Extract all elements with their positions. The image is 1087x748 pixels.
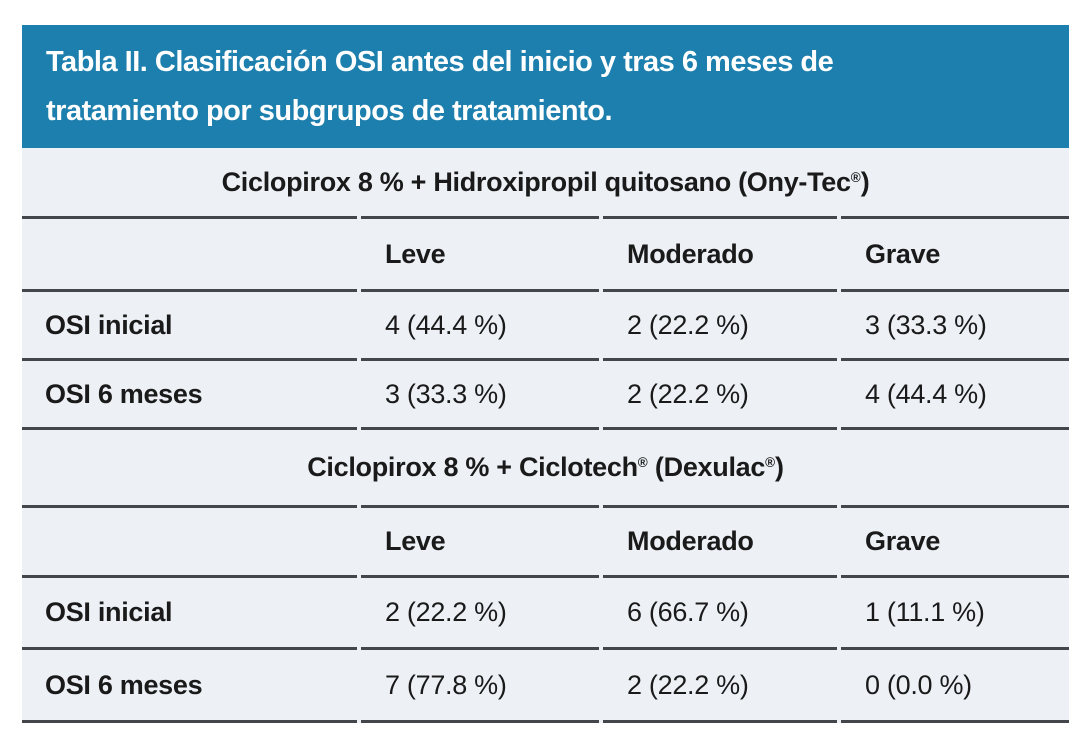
data-cell-leve: 4 (44.4 %) <box>385 309 507 340</box>
divider-segment <box>841 505 1069 508</box>
divider-segment <box>22 647 357 650</box>
divider-segment <box>361 427 599 430</box>
column-header-moderado: Moderado <box>627 526 754 556</box>
divider-segment <box>361 289 599 292</box>
divider-segment <box>22 358 357 361</box>
divider-segment <box>361 647 599 650</box>
table-title: Tabla II. Clasificación OSI antes del in… <box>46 45 834 127</box>
tabla-ii: Tabla II. Clasificación OSI antes del in… <box>22 25 1069 723</box>
divider-segment <box>603 647 837 650</box>
data-cell-grave: 0 (0.0 %) <box>865 669 972 700</box>
divider-segment <box>22 427 357 430</box>
divider-segment <box>841 720 1069 723</box>
data-cell-grave: 1 (11.1 %) <box>865 597 985 627</box>
row-divider <box>22 216 1069 219</box>
divider-segment <box>841 575 1069 578</box>
column-header-moderado: Moderado <box>627 238 754 269</box>
section-1-title-row: Ciclopirox 8 % + Hidroxipropil quitosano… <box>22 148 1069 216</box>
row-label: OSI 6 meses <box>45 669 203 700</box>
row-divider <box>22 289 1069 292</box>
column-header-grave: Grave <box>865 526 941 556</box>
table-body: Ciclopirox 8 % + Hidroxipropil quitosano… <box>22 148 1069 723</box>
column-header-leve: Leve <box>385 238 446 269</box>
section-1-title: Ciclopirox 8 % + Hidroxipropil quitosano… <box>221 166 870 197</box>
divider-segment <box>603 505 837 508</box>
divider-segment <box>22 289 357 292</box>
divider-segment <box>603 575 837 578</box>
divider-segment <box>22 216 357 219</box>
row-label: OSI 6 meses <box>45 378 203 409</box>
divider-segment <box>361 358 599 361</box>
divider-segment <box>841 358 1069 361</box>
divider-segment <box>841 289 1069 292</box>
table-row-osi-inicial: OSI inicial 4 (44.4 %) 2 (22.2 %) 3 (33.… <box>22 292 1069 358</box>
row-divider <box>22 505 1069 508</box>
divider-segment <box>603 358 837 361</box>
divider-segment <box>361 505 599 508</box>
row-divider <box>22 647 1069 650</box>
divider-segment <box>22 505 357 508</box>
divider-segment <box>603 427 837 430</box>
divider-segment <box>361 575 599 578</box>
row-label: OSI inicial <box>45 597 173 627</box>
divider-segment <box>22 575 357 578</box>
divider-segment <box>361 216 599 219</box>
row-divider <box>22 720 1069 723</box>
row-divider <box>22 575 1069 578</box>
divider-segment <box>603 720 837 723</box>
registered-trademark: ® <box>637 455 648 471</box>
data-cell-grave: 4 (44.4 %) <box>865 378 987 409</box>
table-row-osi-6-meses: OSI 6 meses 7 (77.8 %) 2 (22.2 %) 0 (0.0… <box>22 650 1069 720</box>
table-row-osi-inicial: OSI inicial 2 (22.2 %) 6 (66.7 %) 1 (11.… <box>22 578 1069 647</box>
data-cell-leve: 7 (77.8 %) <box>385 669 507 700</box>
data-cell-moderado: 2 (22.2 %) <box>627 309 749 340</box>
data-cell-grave: 3 (33.3 %) <box>865 309 987 340</box>
divider-segment <box>603 289 837 292</box>
row-label: OSI inicial <box>45 309 173 340</box>
divider-segment <box>603 216 837 219</box>
column-header-grave: Grave <box>865 238 941 269</box>
row-divider <box>22 427 1069 430</box>
row-divider <box>22 358 1069 361</box>
divider-segment <box>841 216 1069 219</box>
registered-trademark: ® <box>850 169 861 185</box>
data-cell-moderado: 2 (22.2 %) <box>627 378 749 409</box>
table-row-osi-6-meses: OSI 6 meses 3 (33.3 %) 2 (22.2 %) 4 (44.… <box>22 361 1069 427</box>
data-cell-moderado: 6 (66.7 %) <box>627 597 749 627</box>
section-2-title: Ciclopirox 8 % + Ciclotech® (Dexulac®) <box>307 452 784 482</box>
table-title-bar: Tabla II. Clasificación OSI antes del in… <box>22 25 1069 148</box>
section-2-title-row: Ciclopirox 8 % + Ciclotech® (Dexulac®) <box>22 430 1069 505</box>
data-cell-leve: 2 (22.2 %) <box>385 597 507 627</box>
data-cell-moderado: 2 (22.2 %) <box>627 669 749 700</box>
divider-segment <box>22 720 357 723</box>
divider-segment <box>841 647 1069 650</box>
section-2-column-header-row: Leve Moderado Grave <box>22 508 1069 575</box>
registered-trademark: ® <box>765 455 776 471</box>
section-1-column-header-row: Leve Moderado Grave <box>22 219 1069 289</box>
divider-segment <box>361 720 599 723</box>
divider-segment <box>841 427 1069 430</box>
column-header-leve: Leve <box>385 526 446 556</box>
data-cell-leve: 3 (33.3 %) <box>385 378 507 409</box>
